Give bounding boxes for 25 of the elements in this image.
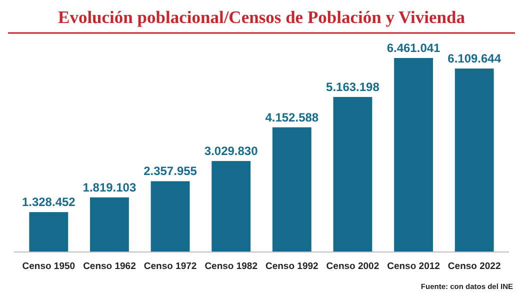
bar [272,127,312,252]
data-label: 3.029.830 [204,144,258,158]
data-label: 2.357.955 [144,164,198,178]
bar [454,68,494,252]
data-label: 6.461.041 [386,41,441,55]
data-label: 1.819.103 [82,180,136,194]
x-tick-label: Censo 1962 [83,261,136,272]
x-tick-label: Censo 2022 [448,261,501,272]
chart-title: Evolución poblacional/Censos de Población y Vivienda [58,7,466,27]
bar [150,181,190,252]
x-tick-label: Censo 1982 [204,261,258,272]
bar [212,161,251,252]
data-label: 6.109.644 [448,52,502,66]
bar [29,212,68,252]
x-tick-label: Censo 1950 [22,261,76,272]
x-tick-label: Censo 1972 [144,261,197,272]
data-label: 1.328.452 [22,195,76,210]
data-label: 5.163.198 [326,80,380,94]
bar [90,197,129,252]
x-tick-label: Censo 2012 [387,261,440,272]
bar [394,58,433,252]
x-tick-label: Censo 2002 [326,261,380,272]
x-tick-label: Censo 1992 [266,261,318,272]
bar [333,96,372,252]
data-label: 4.152.588 [265,110,319,124]
